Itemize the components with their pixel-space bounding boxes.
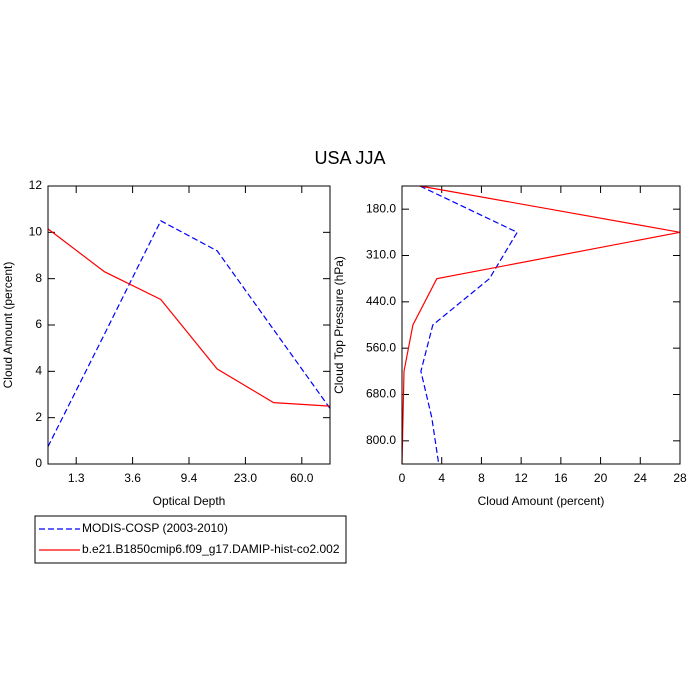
series-line [47,219,331,447]
y-tick-label: 8 [35,271,42,285]
plot-frame [47,185,331,465]
x-tick-label: 12 [514,471,528,485]
y-tick-label: 6 [35,317,42,331]
series-line [47,228,331,407]
y-axis-label: Cloud Top Pressure (hPa) [332,256,346,394]
x-tick-label: 20 [594,471,608,485]
y-tick-label: 680.0 [366,387,396,401]
series-line [419,185,519,465]
x-tick-label: 24 [634,471,648,485]
plot-frame [401,185,681,465]
chart-title: USA JJA [314,148,385,168]
x-axis-label: Optical Depth [153,494,226,508]
y-tick-label: 12 [29,178,43,192]
y-tick-label: 310.0 [366,248,396,262]
x-tick-label: 1.3 [68,471,85,485]
x-tick-label: 8 [478,471,485,485]
x-tick-label: 4 [438,471,445,485]
y-tick-label: 180.0 [366,201,396,215]
y-tick-label: 800.0 [366,433,396,447]
x-tick-label: 60.0 [290,471,314,485]
x-axis-label: Cloud Amount (percent) [478,494,605,508]
x-tick-label: 3.6 [124,471,141,485]
x-tick-label: 9.4 [181,471,198,485]
y-tick-label: 560.0 [366,340,396,354]
legend-label: b.e21.B1850cmip6.f09_g17.DAMIP-hist-co2.… [82,542,340,556]
legend-label: MODIS-COSP (2003-2010) [82,521,228,535]
x-tick-label: 28 [673,471,687,485]
x-tick-label: 23.0 [234,471,258,485]
x-tick-label: 16 [554,471,568,485]
y-tick-label: 2 [35,410,42,424]
y-tick-label: 0 [35,456,42,470]
y-tick-label: 440.0 [366,294,396,308]
y-axis-label: Cloud Amount (percent) [1,262,15,389]
y-tick-label: 4 [35,364,42,378]
y-tick-label: 10 [29,225,43,239]
x-tick-label: 0 [399,471,406,485]
legend-box [34,515,347,564]
